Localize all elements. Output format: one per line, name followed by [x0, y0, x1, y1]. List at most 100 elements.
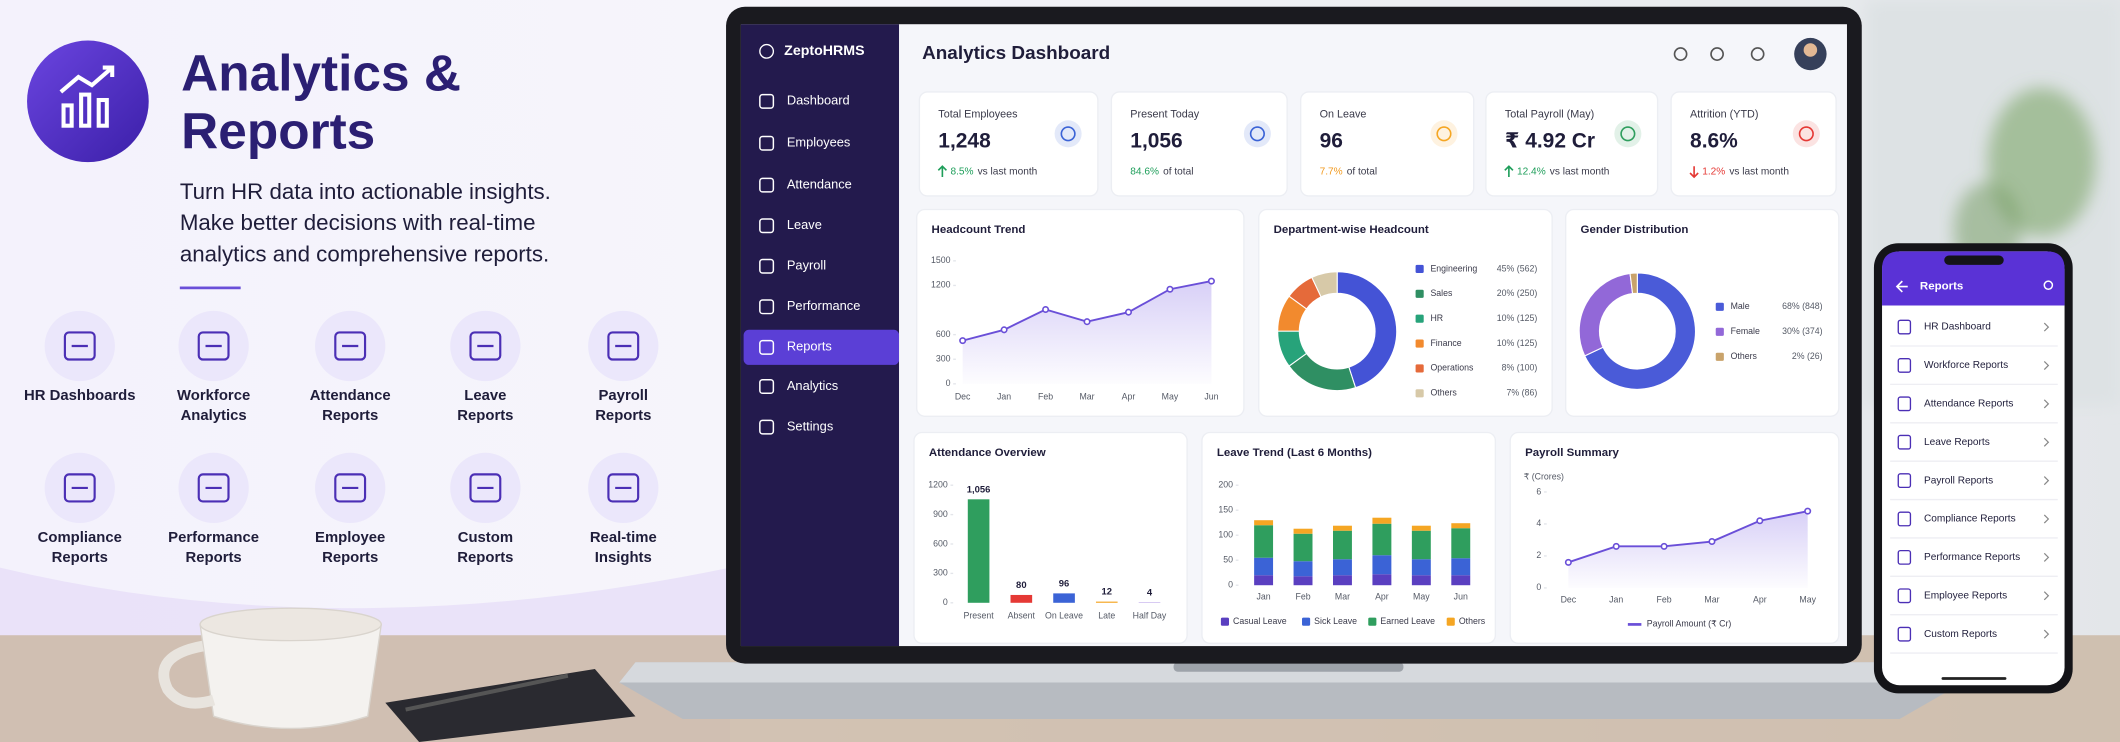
- phone-item[interactable]: HR Dashboard: [1924, 322, 1991, 333]
- bar-value-label: 12: [1102, 587, 1113, 598]
- legend-value: 10% (125): [1497, 338, 1538, 348]
- feature-icon: [197, 331, 230, 361]
- donut-segment: [1583, 272, 1696, 390]
- feature-label: Performance: [168, 530, 259, 546]
- nav-icon: [759, 93, 775, 109]
- phone-item[interactable]: Payroll Reports: [1924, 475, 1993, 486]
- feature-label: Reports: [52, 550, 108, 566]
- chart-title: Department-wise Headcount: [1274, 224, 1429, 236]
- nav-icon: [759, 419, 775, 435]
- nav-item[interactable]: Reports: [787, 339, 832, 354]
- bar-segment: [1411, 530, 1431, 560]
- x-tick-label: Absent: [1008, 611, 1036, 621]
- phone: [1873, 243, 2073, 694]
- feature-label: Reports: [322, 550, 378, 566]
- y-tick-label: 6: [1536, 486, 1541, 496]
- phone-item[interactable]: Workforce Reports: [1924, 360, 2008, 371]
- divider: [179, 286, 241, 290]
- legend-label: Operations: [1430, 363, 1474, 373]
- bar-value-label: 4: [1147, 587, 1153, 598]
- legend-label: Sick Leave: [1314, 616, 1357, 626]
- kpi-note: vs last month: [1550, 166, 1610, 177]
- nav-item[interactable]: Analytics: [787, 378, 838, 393]
- legend-swatch: [1220, 617, 1230, 626]
- hero-icon-glyph: [59, 65, 115, 128]
- kpi-value: 96: [1320, 129, 1343, 152]
- phone-title: Reports: [1920, 281, 1963, 293]
- kpi-note: of total: [1347, 166, 1377, 177]
- kpi-change: 1.2%: [1702, 166, 1725, 177]
- y-tick-label: 0: [946, 378, 951, 388]
- line-point: [1564, 558, 1572, 566]
- nav-active: [743, 329, 900, 365]
- nav-item[interactable]: Employees: [787, 135, 850, 150]
- phone-item[interactable]: Employee Reports: [1924, 590, 2007, 601]
- kpi-label: Present Today: [1130, 109, 1199, 121]
- kpi-arrow: [937, 165, 948, 178]
- bar-segment: [1451, 575, 1471, 586]
- kpi-change: 8.5%: [950, 166, 973, 177]
- phone-search: [2043, 280, 2054, 290]
- chart-card: [1564, 208, 1840, 417]
- notebook: [385, 669, 636, 742]
- y-tick-label: 1200: [928, 480, 948, 490]
- y-tick-label: 0: [1536, 582, 1541, 592]
- x-tick-label: Feb: [1295, 592, 1310, 602]
- line: [1568, 510, 1808, 564]
- nav-item[interactable]: Attendance: [787, 177, 852, 192]
- kpi-icon: [1792, 120, 1820, 148]
- phone-item[interactable]: Attendance Reports: [1924, 399, 2014, 410]
- x-tick-label: Dec: [1561, 594, 1577, 604]
- kpi-arrow: [1689, 166, 1699, 179]
- nav-item[interactable]: Payroll: [787, 258, 826, 273]
- phone-chevron: [2043, 552, 2050, 562]
- kpi-icon-glyph: [1249, 126, 1265, 142]
- feature-icon: [334, 331, 367, 361]
- phone-item[interactable]: Custom Reports: [1924, 629, 1997, 640]
- feature-label: Compliance: [38, 530, 122, 546]
- line-point: [1207, 277, 1215, 285]
- legend-label: Others: [1459, 616, 1486, 626]
- header-icon: [1673, 47, 1688, 61]
- legend-swatch: [1415, 364, 1424, 373]
- coffee-cup: [158, 607, 383, 730]
- hero-title: Analytics &: [181, 45, 461, 102]
- nav-item[interactable]: Dashboard: [787, 93, 850, 108]
- nav-icon: [759, 218, 775, 234]
- line-point: [1124, 308, 1133, 316]
- feature-icon: [607, 473, 640, 503]
- phone-item[interactable]: Leave Reports: [1924, 437, 1990, 448]
- bar-segment: [1293, 528, 1313, 534]
- kpi-value: 1,248: [938, 129, 990, 152]
- feature-label: Real-time: [590, 530, 657, 546]
- bar-segment: [1254, 520, 1274, 526]
- bar-segment: [1332, 530, 1352, 560]
- hero-title: Reports: [181, 103, 375, 160]
- y-tick-label: 900: [933, 509, 948, 519]
- kpi-value: 8.6%: [1690, 129, 1738, 152]
- x-tick-label: Jan: [1609, 594, 1623, 604]
- phone-item[interactable]: Compliance Reports: [1924, 514, 2016, 525]
- nav-item[interactable]: Performance: [787, 298, 860, 313]
- phone-item[interactable]: Performance Reports: [1924, 552, 2020, 563]
- feature-label: Payroll: [599, 388, 649, 404]
- phone-chevron: [2043, 514, 2050, 524]
- bar: [1010, 594, 1033, 603]
- nav-item[interactable]: Leave: [787, 217, 822, 232]
- bar-segment: [1254, 557, 1274, 576]
- legend-swatch: [1302, 617, 1311, 626]
- brand: ZeptoHRMS: [784, 43, 864, 59]
- chart-title: Attendance Overview: [929, 447, 1046, 459]
- x-tick-label: Mar: [1079, 392, 1094, 402]
- line-point: [1000, 326, 1008, 334]
- y-tick-label: 300: [936, 354, 951, 364]
- legend-value: 30% (374): [1782, 326, 1823, 336]
- y-tick-label: 2: [1536, 550, 1541, 560]
- nav-item[interactable]: Settings: [787, 418, 833, 433]
- bar-segment: [1332, 525, 1352, 531]
- kpi-card: [1485, 91, 1659, 197]
- x-tick-label: May: [1799, 594, 1816, 604]
- nav-icon: [759, 379, 775, 395]
- legend-value: 68% (848): [1782, 301, 1823, 311]
